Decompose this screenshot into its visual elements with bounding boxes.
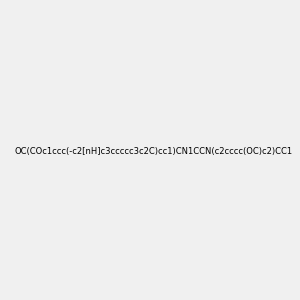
Text: OC(COc1ccc(-c2[nH]c3ccccc3c2C)cc1)CN1CCN(c2cccc(OC)c2)CC1: OC(COc1ccc(-c2[nH]c3ccccc3c2C)cc1)CN1CCN… [15,147,293,156]
